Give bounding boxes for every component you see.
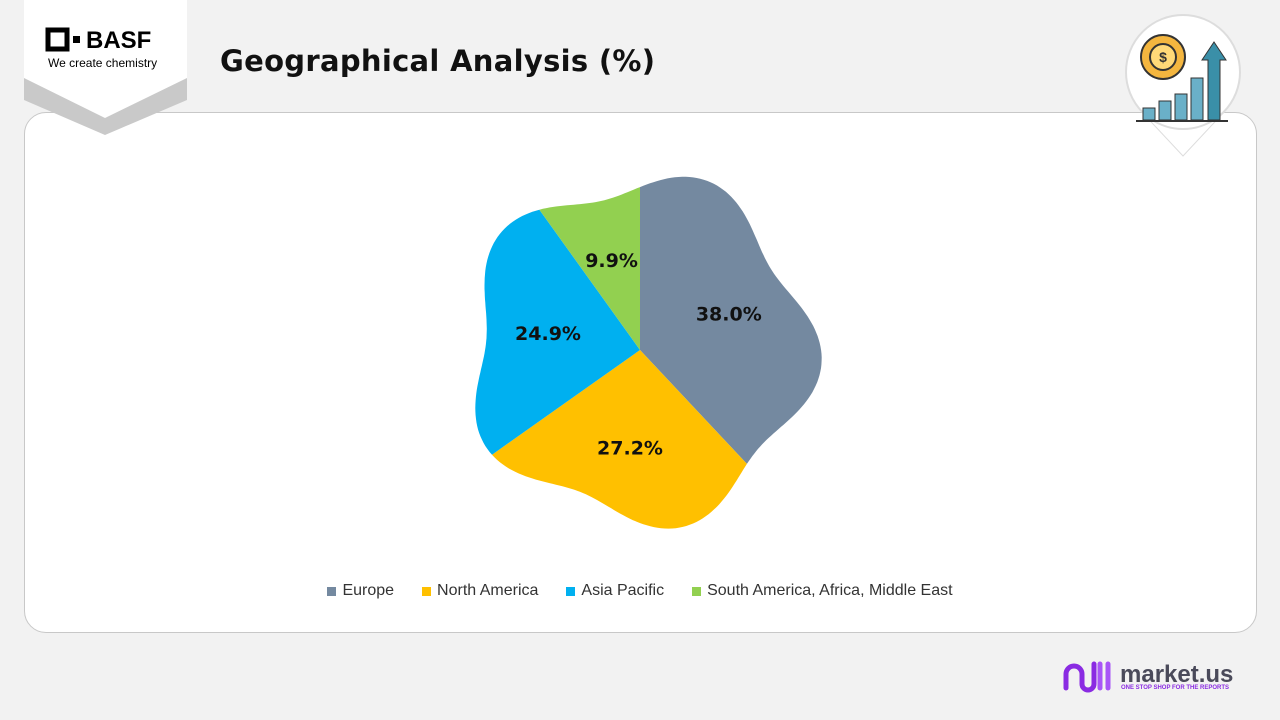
logo-dot: [73, 36, 80, 43]
pie-slice: [492, 350, 747, 529]
finance-icon: $: [1125, 14, 1241, 157]
pie-slice: [539, 187, 640, 350]
legend-label: North America: [437, 582, 539, 599]
data-label: 9.9%: [585, 250, 638, 272]
publisher-logo: market.us ONE STOP SHOP FOR THE REPORTS: [1063, 661, 1233, 693]
logo-square: [45, 27, 70, 52]
pie-slice: [475, 209, 640, 455]
chart-title: Geographical Analysis (%): [220, 44, 656, 78]
legend-swatch: [327, 586, 337, 596]
legend-swatch: [692, 586, 702, 596]
legend-label: South America, Africa, Middle East: [707, 582, 953, 599]
data-label: 24.9%: [515, 323, 581, 345]
data-label: 27.2%: [597, 438, 663, 460]
pie: 38.0% 27.2% 24.9% 9.9%: [475, 176, 822, 529]
publisher-name: market.us: [1120, 661, 1233, 688]
pie-slice: [640, 176, 822, 464]
legend-item: Asia Pacific: [566, 582, 664, 600]
legend-item: South America, Africa, Middle East: [692, 582, 953, 600]
data-label: 38.0%: [696, 303, 762, 325]
legend-item: Europe: [327, 582, 394, 600]
legend: Europe North America Asia Pacific South Ame…: [0, 582, 1280, 600]
legend-label: Europe: [342, 582, 395, 599]
logo-tagline: We create chemistry: [48, 56, 157, 70]
publisher-tagline: ONE STOP SHOP FOR THE REPORTS: [1121, 685, 1229, 691]
legend-swatch: [566, 586, 576, 596]
legend-swatch: [422, 586, 432, 596]
logo-text: BASF: [86, 27, 151, 54]
svg-text:$: $: [1159, 49, 1167, 65]
legend-label: Asia Pacific: [581, 582, 665, 599]
legend-item: North America: [422, 582, 538, 600]
